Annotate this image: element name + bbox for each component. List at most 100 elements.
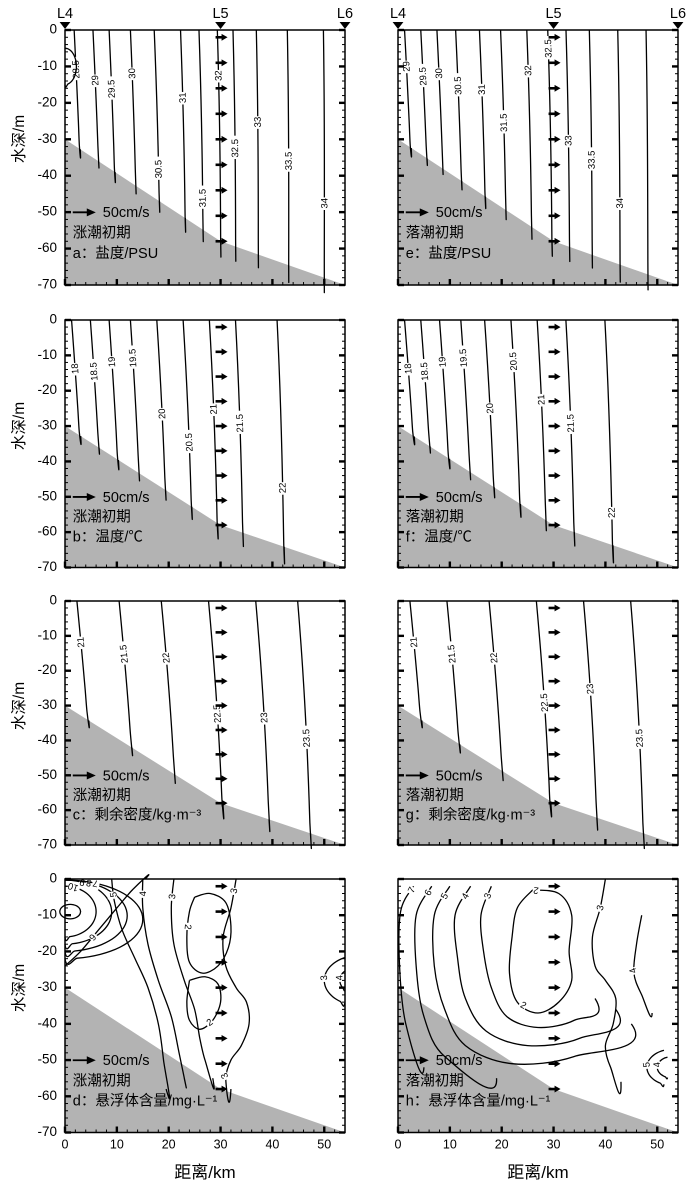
- svg-text:涨潮初期: 涨潮初期: [73, 787, 131, 804]
- svg-text:-20: -20: [37, 943, 57, 958]
- svg-text:21: 21: [75, 636, 87, 648]
- svg-text:30.5: 30.5: [453, 76, 465, 95]
- svg-text:2: 2: [182, 924, 193, 930]
- svg-text:0: 0: [395, 1138, 402, 1152]
- svg-text:e：盐度/PSU: e：盐度/PSU: [406, 245, 491, 262]
- svg-text:31.5: 31.5: [499, 113, 510, 132]
- svg-text:h：悬浮体含量/mg·L⁻¹: h：悬浮体含量/mg·L⁻¹: [406, 1093, 551, 1110]
- svg-text:40: 40: [265, 1138, 279, 1152]
- svg-text:18: 18: [403, 363, 415, 374]
- svg-text:0: 0: [49, 312, 57, 327]
- svg-text:-10: -10: [37, 347, 57, 362]
- svg-text:29.5: 29.5: [418, 67, 430, 86]
- svg-text:33.5: 33.5: [284, 152, 295, 171]
- svg-text:b：温度/℃: b：温度/℃: [73, 528, 143, 545]
- svg-text:31: 31: [477, 84, 488, 95]
- svg-text:c：剩余密度/kg·m⁻³: c：剩余密度/kg·m⁻³: [73, 805, 202, 823]
- svg-text:-30: -30: [37, 418, 57, 433]
- svg-text:-70: -70: [37, 837, 57, 852]
- svg-text:L6: L6: [337, 6, 353, 22]
- svg-text:L5: L5: [545, 6, 561, 22]
- svg-text:-60: -60: [37, 802, 57, 817]
- svg-text:-10: -10: [37, 58, 57, 73]
- svg-text:-10: -10: [37, 627, 57, 642]
- svg-text:31.5: 31.5: [198, 189, 209, 208]
- svg-text:-70: -70: [37, 277, 57, 292]
- svg-text:21.5: 21.5: [565, 414, 577, 433]
- svg-text:50cm/s: 50cm/s: [436, 768, 483, 784]
- svg-text:-70: -70: [37, 559, 57, 574]
- svg-text:落潮初期: 落潮初期: [406, 1072, 464, 1089]
- svg-text:23.5: 23.5: [301, 729, 313, 748]
- svg-text:-70: -70: [37, 1124, 57, 1139]
- svg-text:32.5: 32.5: [543, 39, 555, 58]
- svg-text:-40: -40: [37, 1015, 57, 1030]
- svg-text:-50: -50: [37, 767, 57, 782]
- svg-text:21.5: 21.5: [235, 414, 247, 433]
- svg-text:21.5: 21.5: [118, 644, 131, 663]
- svg-text:20.5: 20.5: [184, 433, 196, 452]
- svg-text:0: 0: [49, 871, 57, 886]
- svg-text:40: 40: [598, 1138, 612, 1152]
- svg-text:-60: -60: [37, 1088, 57, 1103]
- svg-text:19.5: 19.5: [127, 348, 139, 367]
- svg-text:31: 31: [178, 92, 189, 103]
- svg-text:50cm/s: 50cm/s: [436, 490, 483, 506]
- svg-text:3: 3: [319, 975, 330, 981]
- svg-text:19: 19: [107, 356, 119, 367]
- svg-text:32: 32: [213, 70, 224, 81]
- svg-text:0: 0: [62, 1138, 69, 1152]
- svg-text:50: 50: [317, 1138, 331, 1152]
- svg-text:-20: -20: [37, 382, 57, 397]
- svg-text:34: 34: [615, 198, 626, 209]
- svg-text:-40: -40: [37, 732, 57, 747]
- svg-text:-20: -20: [37, 94, 57, 109]
- svg-text:32: 32: [523, 65, 534, 76]
- svg-text:50cm/s: 50cm/s: [103, 205, 150, 221]
- svg-text:20: 20: [485, 403, 497, 414]
- svg-text:L6: L6: [670, 6, 686, 22]
- svg-text:30: 30: [127, 68, 138, 79]
- svg-text:-50: -50: [37, 204, 57, 219]
- svg-text:50: 50: [650, 1138, 664, 1152]
- svg-text:30.5: 30.5: [153, 160, 164, 179]
- svg-text:50cm/s: 50cm/s: [103, 768, 150, 784]
- svg-text:g：剩余密度/kg·m⁻³: g：剩余密度/kg·m⁻³: [406, 805, 535, 823]
- svg-text:30: 30: [547, 1138, 561, 1152]
- svg-text:18: 18: [70, 363, 82, 374]
- svg-text:-40: -40: [37, 167, 57, 182]
- svg-text:22: 22: [161, 652, 173, 663]
- svg-text:18.5: 18.5: [419, 362, 431, 381]
- svg-text:2: 2: [533, 884, 540, 896]
- svg-text:-60: -60: [37, 240, 57, 255]
- svg-text:22: 22: [278, 483, 289, 494]
- svg-text:-30: -30: [37, 979, 57, 994]
- svg-text:4: 4: [138, 891, 149, 896]
- svg-text:f：温度/℃: f：温度/℃: [406, 528, 472, 545]
- svg-text:23: 23: [585, 683, 597, 694]
- svg-text:23.5: 23.5: [634, 729, 646, 748]
- svg-text:-50: -50: [37, 488, 57, 503]
- svg-text:50cm/s: 50cm/s: [103, 490, 150, 506]
- svg-text:23: 23: [259, 712, 271, 723]
- svg-text:-60: -60: [37, 524, 57, 539]
- svg-text:30: 30: [434, 68, 445, 79]
- svg-text:-30: -30: [37, 697, 57, 712]
- svg-text:20: 20: [157, 408, 168, 419]
- svg-text:-20: -20: [37, 662, 57, 677]
- svg-text:L5: L5: [212, 6, 228, 22]
- svg-text:-50: -50: [37, 1052, 57, 1067]
- svg-text:3: 3: [229, 887, 241, 894]
- svg-text:21: 21: [408, 636, 420, 648]
- svg-text:29: 29: [90, 75, 101, 86]
- svg-text:19.5: 19.5: [458, 348, 470, 367]
- svg-text:22.5: 22.5: [539, 693, 551, 712]
- svg-text:-30: -30: [37, 131, 57, 146]
- svg-text:涨潮初期: 涨潮初期: [73, 509, 131, 526]
- svg-text:落潮初期: 落潮初期: [406, 787, 464, 804]
- svg-text:落潮初期: 落潮初期: [406, 509, 464, 526]
- svg-text:50cm/s: 50cm/s: [103, 1053, 150, 1069]
- svg-text:21: 21: [536, 394, 547, 405]
- svg-text:20.5: 20.5: [508, 352, 520, 371]
- svg-text:18.5: 18.5: [88, 362, 100, 381]
